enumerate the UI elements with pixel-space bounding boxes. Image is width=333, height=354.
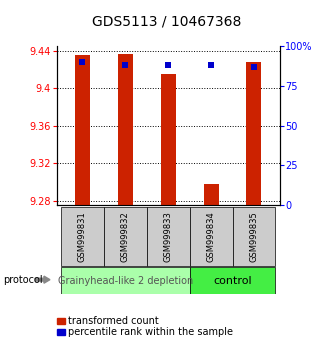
Text: GDS5113 / 10467368: GDS5113 / 10467368	[92, 14, 241, 28]
Bar	[75, 55, 90, 205]
Text: control: control	[213, 275, 252, 286]
Bar	[147, 207, 189, 266]
Text: GSM999834: GSM999834	[206, 211, 215, 262]
Text: GSM999831: GSM999831	[78, 211, 87, 262]
Bar	[61, 207, 104, 266]
Bar	[189, 207, 232, 266]
Bar	[161, 74, 176, 205]
Bar	[232, 207, 275, 266]
Text: transformed count: transformed count	[68, 316, 159, 326]
Text: GSM999832: GSM999832	[121, 211, 130, 262]
Bar	[61, 267, 189, 294]
Text: protocol: protocol	[3, 275, 43, 285]
Text: percentile rank within the sample: percentile rank within the sample	[68, 327, 233, 337]
Text: GSM999835: GSM999835	[249, 211, 258, 262]
Bar	[104, 207, 147, 266]
Bar	[203, 184, 218, 205]
Bar	[189, 267, 275, 294]
Bar	[246, 62, 261, 205]
Text: GSM999833: GSM999833	[164, 211, 173, 262]
Text: Grainyhead-like 2 depletion: Grainyhead-like 2 depletion	[58, 275, 193, 286]
Bar	[118, 53, 133, 205]
